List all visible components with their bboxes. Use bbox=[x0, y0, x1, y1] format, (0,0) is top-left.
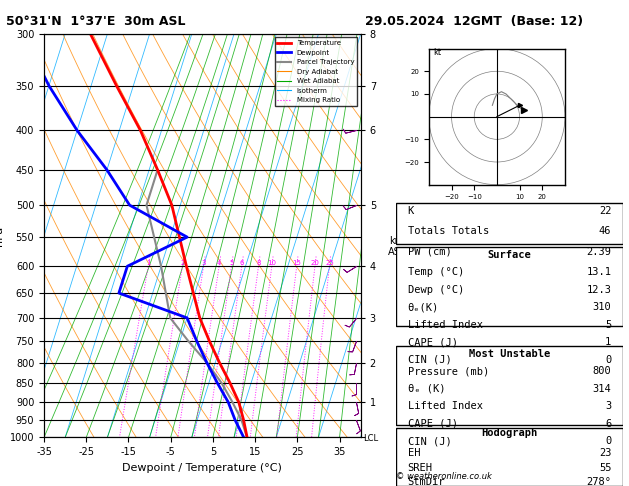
FancyBboxPatch shape bbox=[396, 346, 623, 425]
Text: 22: 22 bbox=[599, 206, 611, 216]
FancyBboxPatch shape bbox=[396, 247, 623, 326]
Text: StmDir: StmDir bbox=[408, 477, 445, 486]
Text: 310: 310 bbox=[593, 302, 611, 312]
Y-axis label: km
ASL: km ASL bbox=[387, 236, 406, 257]
Text: K: K bbox=[408, 206, 414, 216]
Text: 800: 800 bbox=[593, 366, 611, 377]
Text: Lifted Index: Lifted Index bbox=[408, 320, 482, 330]
Text: 3: 3 bbox=[605, 401, 611, 412]
Text: 10: 10 bbox=[267, 260, 276, 266]
Text: 23: 23 bbox=[599, 448, 611, 458]
FancyBboxPatch shape bbox=[396, 203, 623, 244]
Text: 20: 20 bbox=[311, 260, 320, 266]
Legend: Temperature, Dewpoint, Parcel Trajectory, Dry Adiabat, Wet Adiabat, Isotherm, Mi: Temperature, Dewpoint, Parcel Trajectory… bbox=[275, 37, 357, 106]
Text: Surface: Surface bbox=[487, 250, 532, 260]
Text: 1: 1 bbox=[146, 260, 150, 266]
Text: LCL: LCL bbox=[363, 434, 378, 443]
Text: 5: 5 bbox=[230, 260, 233, 266]
Text: θₑ (K): θₑ (K) bbox=[408, 384, 445, 394]
Text: 0: 0 bbox=[605, 355, 611, 365]
Text: CIN (J): CIN (J) bbox=[408, 355, 452, 365]
Text: 12.3: 12.3 bbox=[586, 285, 611, 295]
Text: θₑ(K): θₑ(K) bbox=[408, 302, 439, 312]
Text: 8: 8 bbox=[256, 260, 261, 266]
Text: 25: 25 bbox=[325, 260, 334, 266]
Text: Hodograph: Hodograph bbox=[481, 428, 538, 438]
Text: PW (cm): PW (cm) bbox=[408, 247, 452, 257]
Text: 1: 1 bbox=[605, 337, 611, 347]
FancyBboxPatch shape bbox=[396, 428, 623, 486]
Text: CIN (J): CIN (J) bbox=[408, 436, 452, 447]
Text: 13.1: 13.1 bbox=[586, 267, 611, 278]
Text: © weatheronline.co.uk: © weatheronline.co.uk bbox=[396, 472, 492, 481]
Text: Lifted Index: Lifted Index bbox=[408, 401, 482, 412]
Text: 6: 6 bbox=[240, 260, 244, 266]
Text: 3: 3 bbox=[201, 260, 206, 266]
Text: 5: 5 bbox=[605, 320, 611, 330]
Text: Dewp (°C): Dewp (°C) bbox=[408, 285, 464, 295]
Text: Totals Totals: Totals Totals bbox=[408, 226, 489, 237]
Text: Most Unstable: Most Unstable bbox=[469, 349, 550, 359]
X-axis label: Dewpoint / Temperature (°C): Dewpoint / Temperature (°C) bbox=[123, 463, 282, 473]
Text: 0: 0 bbox=[605, 436, 611, 447]
Text: Pressure (mb): Pressure (mb) bbox=[408, 366, 489, 377]
Text: 29.05.2024  12GMT  (Base: 12): 29.05.2024 12GMT (Base: 12) bbox=[365, 15, 583, 28]
Text: CAPE (J): CAPE (J) bbox=[408, 337, 457, 347]
Text: CAPE (J): CAPE (J) bbox=[408, 419, 457, 429]
Text: 4: 4 bbox=[217, 260, 221, 266]
Text: 314: 314 bbox=[593, 384, 611, 394]
Text: 2: 2 bbox=[180, 260, 184, 266]
Text: Temp (°C): Temp (°C) bbox=[408, 267, 464, 278]
Text: 46: 46 bbox=[599, 226, 611, 237]
Text: 2.39: 2.39 bbox=[586, 247, 611, 257]
Text: 55: 55 bbox=[599, 463, 611, 473]
Text: 278°: 278° bbox=[586, 477, 611, 486]
Y-axis label: hPa: hPa bbox=[0, 226, 4, 246]
Text: 50°31'N  1°37'E  30m ASL: 50°31'N 1°37'E 30m ASL bbox=[6, 15, 186, 28]
Text: SREH: SREH bbox=[408, 463, 433, 473]
Text: 15: 15 bbox=[292, 260, 301, 266]
Text: kt: kt bbox=[433, 49, 442, 57]
Text: EH: EH bbox=[408, 448, 420, 458]
Text: 6: 6 bbox=[605, 419, 611, 429]
